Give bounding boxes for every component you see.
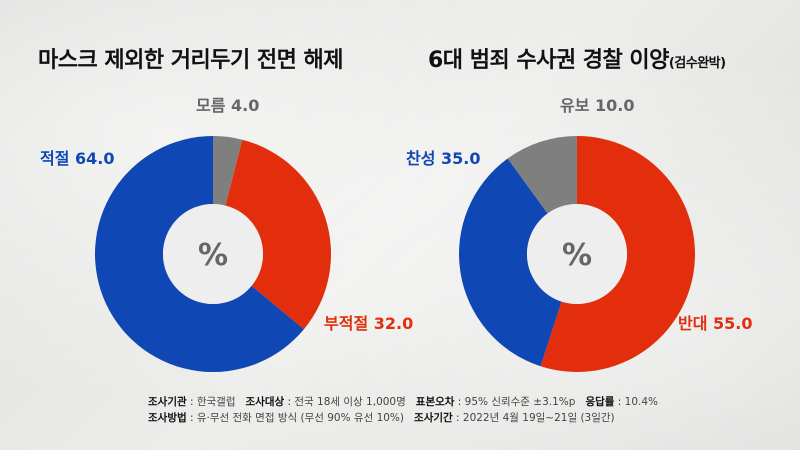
footer-value: 유·무선 전화 면접 방식 (무선 90% 유선 10%) bbox=[196, 412, 405, 424]
survey-info-line-1: 조사기관 : 한국갤럽 조사대상 : 전국 18세 이상 1,000명 표본오차… bbox=[148, 396, 659, 408]
footer-key: 조사기관 bbox=[148, 396, 187, 408]
chart-title-left: 마스크 제외한 거리두기 전면 해제 bbox=[38, 42, 344, 74]
chart-title-right-text: 6대 범죄 수사권 경찰 이양 bbox=[428, 48, 669, 73]
pie-slice-0-1 bbox=[225, 139, 331, 330]
pie-slice-1-0 bbox=[540, 136, 695, 372]
chart-subtitle-right: (검수완박) bbox=[668, 56, 726, 71]
footer-value: 한국갤럽 bbox=[196, 396, 236, 408]
footer-key: 조사기간 bbox=[414, 412, 453, 424]
footer-value: 10.4% bbox=[624, 396, 659, 408]
survey-info-line-2: 조사방법 : 유·무선 전화 면접 방식 (무선 90% 유선 10%) 조사기… bbox=[148, 412, 615, 424]
footer-key: 조사방법 bbox=[148, 412, 187, 424]
slice-label-0-0: 모름 4.0 bbox=[196, 96, 259, 115]
footer-value: 2022년 4월 19일~21일 (3일간) bbox=[462, 412, 615, 424]
pie-slice-0-0 bbox=[213, 136, 243, 206]
footer-value: 전국 18세 이상 1,000명 bbox=[294, 396, 406, 408]
center-percent-symbol-0: % bbox=[198, 238, 228, 273]
center-percent-symbol-1: % bbox=[562, 238, 592, 273]
chart-title-left-text: 마스크 제외한 거리두기 전면 해제 bbox=[38, 48, 344, 73]
slice-label-1-1: 찬성 35.0 bbox=[406, 149, 481, 168]
pie-slice-0-2 bbox=[95, 136, 304, 372]
slice-label-1-0: 반대 55.0 bbox=[678, 314, 753, 333]
footer-key: 응답률 bbox=[585, 396, 615, 408]
donut-hole-1 bbox=[527, 204, 627, 304]
footer-value: 95% 신뢰수준 ±3.1%p bbox=[464, 396, 576, 408]
footer-key: 조사대상 bbox=[245, 396, 285, 408]
slice-label-0-1: 부적절 32.0 bbox=[324, 314, 413, 333]
pie-slice-1-1 bbox=[459, 158, 562, 367]
footer-key: 표본오차 bbox=[415, 396, 455, 408]
pie-slice-1-2 bbox=[507, 136, 577, 214]
donut-hole-0 bbox=[163, 204, 263, 304]
slice-label-0-2: 적절 64.0 bbox=[40, 149, 115, 168]
slice-label-1-2: 유보 10.0 bbox=[560, 96, 635, 115]
chart-title-right: 6대 범죄 수사권 경찰 이양(검수완박) bbox=[428, 42, 726, 74]
